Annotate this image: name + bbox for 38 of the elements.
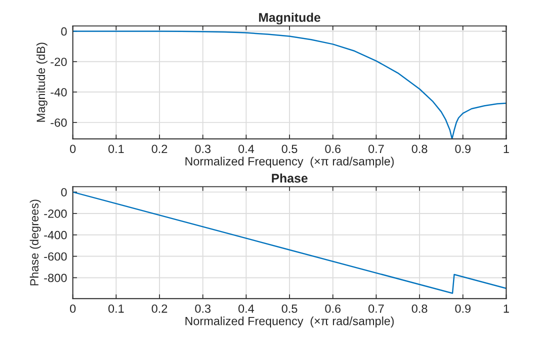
y-axis-title: Magnitude (dB) (36, 42, 48, 122)
x-tick-label: 0.2 (152, 304, 168, 313)
x-axis-title: Normalized Frequency (×π rad/sample) (186, 156, 394, 168)
y-tick-label: -400 (44, 230, 67, 240)
y-tick-label: 0 (61, 188, 67, 196)
x-tick-label: 1 (504, 144, 509, 153)
x-tick-label: 0.9 (455, 304, 471, 313)
y-tick-label: -800 (44, 274, 67, 282)
x-tick-label: 0.6 (325, 304, 341, 313)
x-tick-label: 0.3 (195, 304, 211, 313)
x-tick-label: 0.4 (238, 144, 254, 154)
x-tick-label: 0.3 (195, 144, 211, 154)
x-tick-label: 0.8 (412, 304, 428, 313)
x-tick-label: 0 (70, 304, 76, 313)
line-series (72, 191, 506, 294)
chart-title: Magnitude (259, 12, 320, 24)
x-tick-label: 0.8 (412, 144, 428, 154)
y-tick-label: 0 (61, 27, 67, 36)
y-tick-label: -600 (44, 252, 67, 261)
x-tick-label: 0.9 (455, 144, 471, 154)
y-tick-label: -20 (50, 58, 67, 66)
x-tick-label: 0.6 (325, 144, 341, 154)
x-tick-label: 0 (70, 144, 76, 154)
x-tick-label: 0.5 (282, 144, 298, 154)
x-tick-label: 0.1 (108, 144, 124, 154)
y-tick-label: -60 (50, 118, 67, 127)
y-tick-label: -40 (50, 88, 67, 96)
x-tick-label: 0.7 (368, 304, 384, 313)
x-tick-label: 0.5 (282, 304, 298, 313)
chart-title: Phase (272, 173, 308, 183)
x-tick-label: 0.2 (152, 144, 168, 154)
x-tick-label: 0.7 (368, 144, 384, 154)
x-axis-title: Normalized Frequency (×π rad/sample) (186, 316, 394, 328)
x-tick-label: 0.1 (108, 304, 124, 313)
x-tick-label: 1 (504, 304, 509, 313)
y-axis-title: Phase (degrees) (30, 200, 41, 286)
x-tick-label: 0.4 (238, 304, 254, 313)
y-tick-label: -200 (44, 210, 67, 218)
